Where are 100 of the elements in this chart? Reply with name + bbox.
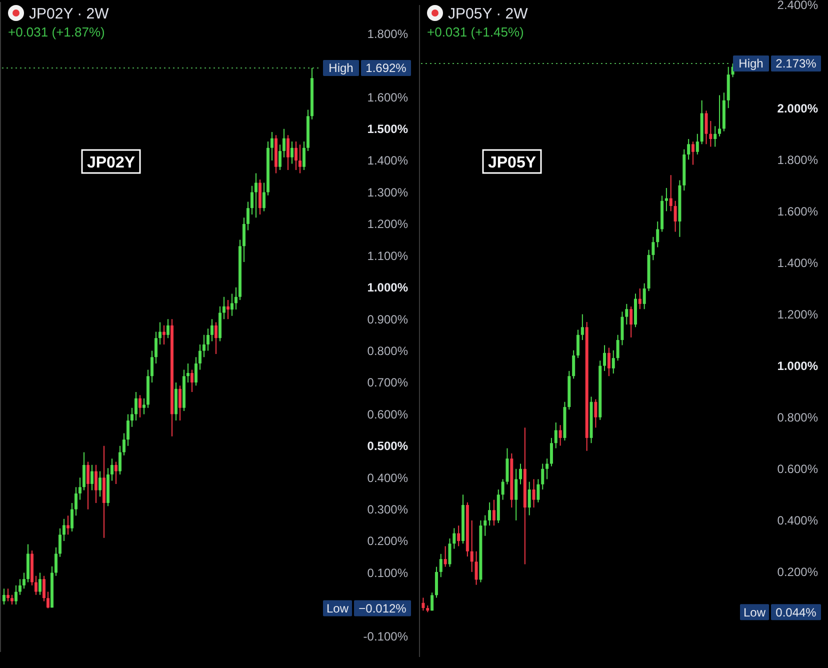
candlestick xyxy=(554,422,558,449)
text: 1.692% xyxy=(366,61,407,76)
y-tick-label: 1.600% xyxy=(367,90,408,104)
candlestick xyxy=(501,478,504,500)
y-tick-label: 1.100% xyxy=(367,248,408,263)
text: Low xyxy=(743,605,766,620)
y-tick-label: 1.400% xyxy=(367,154,408,168)
candlestick xyxy=(190,369,194,392)
candlestick xyxy=(492,499,496,526)
candlestick xyxy=(669,174,672,212)
candlestick xyxy=(630,306,633,338)
candlestick xyxy=(254,172,258,218)
candlestick xyxy=(98,470,102,498)
candlestick xyxy=(607,347,610,377)
candlestick xyxy=(439,553,442,578)
candlestick xyxy=(194,356,198,386)
y-tick-label: 0.800% xyxy=(777,410,818,425)
candlestick xyxy=(714,126,717,148)
candlestick xyxy=(94,464,98,504)
candlestick xyxy=(226,300,230,320)
candlestick xyxy=(90,464,94,491)
annotation: JP02Y xyxy=(86,154,136,172)
candlestick xyxy=(696,133,699,155)
candlestick xyxy=(434,566,438,598)
candlestick xyxy=(612,350,615,374)
y-tick-label: 1.600% xyxy=(777,204,818,218)
candlestick xyxy=(122,432,126,456)
candlestick xyxy=(230,293,234,316)
candlestick xyxy=(234,286,238,310)
candlestick xyxy=(242,217,246,262)
candlestick xyxy=(519,463,522,485)
y-tick-label: 0.300% xyxy=(367,502,408,517)
candlestick xyxy=(150,350,154,383)
y-tick-label: -0.100% xyxy=(363,629,408,644)
candlestick xyxy=(222,296,226,320)
candlestick xyxy=(580,314,584,341)
candlestick xyxy=(158,322,162,345)
candlestick xyxy=(422,597,425,612)
candlestick xyxy=(34,575,38,596)
candlestick xyxy=(656,220,660,248)
text: −0.012% xyxy=(358,601,407,616)
candlestick xyxy=(74,486,78,516)
candlestick xyxy=(154,331,158,364)
candlestick xyxy=(142,398,146,415)
candlestick xyxy=(603,344,606,372)
annotation: JP05Y xyxy=(488,154,536,172)
candlestick xyxy=(620,311,624,346)
candlestick xyxy=(298,144,302,174)
y-tick-label: 0.700% xyxy=(367,376,408,390)
candlestick xyxy=(38,572,42,596)
y-tick-label: 0.400% xyxy=(777,514,818,528)
y-tick-label: 0.600% xyxy=(777,462,818,476)
candlestick xyxy=(430,592,434,612)
candlestick xyxy=(474,550,478,586)
candlestick xyxy=(457,525,460,547)
y-tick-label: 1.500% xyxy=(367,122,408,136)
candlestick xyxy=(162,324,166,345)
candlestick xyxy=(532,478,536,508)
candlestick xyxy=(134,392,138,422)
candlestick xyxy=(78,477,82,500)
candlestick xyxy=(42,575,46,602)
candlestick xyxy=(118,445,122,475)
candlestick xyxy=(558,424,562,446)
candlestick xyxy=(625,303,628,326)
candlestick xyxy=(10,594,14,605)
y-tick-label: 2.000% xyxy=(777,101,818,116)
candlestick xyxy=(18,578,22,596)
candlestick xyxy=(470,520,474,572)
candlestick xyxy=(528,481,531,516)
y-tick-label: 1.000% xyxy=(777,358,818,373)
y-tick-label: 0.200% xyxy=(367,534,408,548)
candlestick xyxy=(262,182,266,212)
text: High xyxy=(738,56,764,71)
y-tick-label: 0.900% xyxy=(367,312,408,326)
candlestick xyxy=(178,385,182,422)
candlestick xyxy=(186,362,190,383)
chart-title: JP02Y · 2W xyxy=(29,5,110,22)
candlestick xyxy=(114,461,118,484)
candlestick xyxy=(302,141,306,171)
candlestick xyxy=(687,138,690,160)
candlestick xyxy=(616,334,620,362)
candlestick xyxy=(638,288,642,310)
candlestick xyxy=(46,591,50,609)
candlestick xyxy=(58,528,62,558)
candlestick xyxy=(214,322,218,354)
text: 0.044% xyxy=(776,605,817,620)
candlestick xyxy=(718,94,722,137)
candlestick xyxy=(572,350,576,380)
y-tick-label: 1.800% xyxy=(367,26,408,41)
candlestick xyxy=(198,344,202,370)
text: 2.173% xyxy=(776,56,817,71)
candlestick xyxy=(86,461,90,510)
candlestick xyxy=(484,514,487,536)
candlestick xyxy=(206,328,210,352)
candlestick xyxy=(2,588,6,605)
y-tick-label: 0.100% xyxy=(367,566,408,580)
text: +0.031 (+1.87%) xyxy=(8,24,105,40)
y-tick-label: 2.400% xyxy=(777,0,818,12)
candlestick xyxy=(294,141,298,171)
candlestick xyxy=(594,398,598,428)
